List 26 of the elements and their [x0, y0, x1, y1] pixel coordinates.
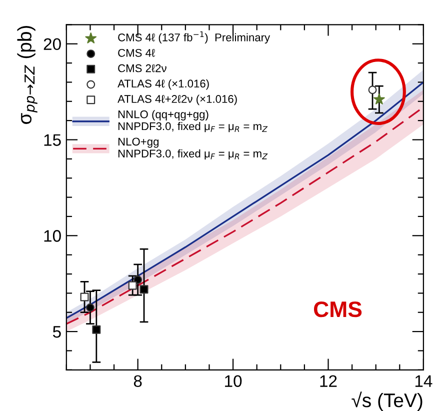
x-tick-label: 12 [320, 375, 337, 387]
y-axis-title: σ$_{pp→ZZ}$ (pb) [17, 26, 38, 124]
legend-label: ATLAS 4ℓ (×1.016) [118, 79, 209, 90]
x-tick-label: 10 [225, 375, 242, 388]
y-tick-label: 5 [52, 326, 61, 338]
legend-label: NNLO (qq+qg+gg) NNPDF3.0, fixed μ$_{F}$ = μ$_{R}$ = m$_{Z}$ [118, 110, 268, 132]
y-tick-label: 10 [44, 230, 61, 242]
x-tick-label: 14 [415, 375, 432, 387]
point [134, 276, 142, 284]
point [140, 285, 148, 294]
legend-label: CMS 4ℓ (137 fb$^{−1}$) Preliminary [118, 31, 270, 44]
annotation: CMS [314, 301, 362, 318]
legend-label: CMS 4ℓ [118, 48, 155, 57]
point [128, 281, 137, 290]
x-axis-title: √s (TeV) [352, 392, 422, 411]
legend-label: ATLAS 4ℓ+2ℓ2ν (×1.016) [118, 94, 237, 106]
point [80, 292, 89, 302]
y-tick-label: 20 [44, 38, 61, 50]
x-tick-label: 8 [134, 375, 142, 388]
point [374, 94, 385, 104]
point [86, 303, 94, 312]
legend-label: CMS 2ℓ2ν [118, 64, 166, 72]
y-tick-label: 15 [44, 134, 61, 146]
point [368, 86, 377, 94]
point [92, 325, 101, 334]
legend-label: NLO+gg NNPDF3.0, fixed μ$_{F}$ = μ$_{R}$ = m$_{Z}$ [118, 138, 268, 160]
